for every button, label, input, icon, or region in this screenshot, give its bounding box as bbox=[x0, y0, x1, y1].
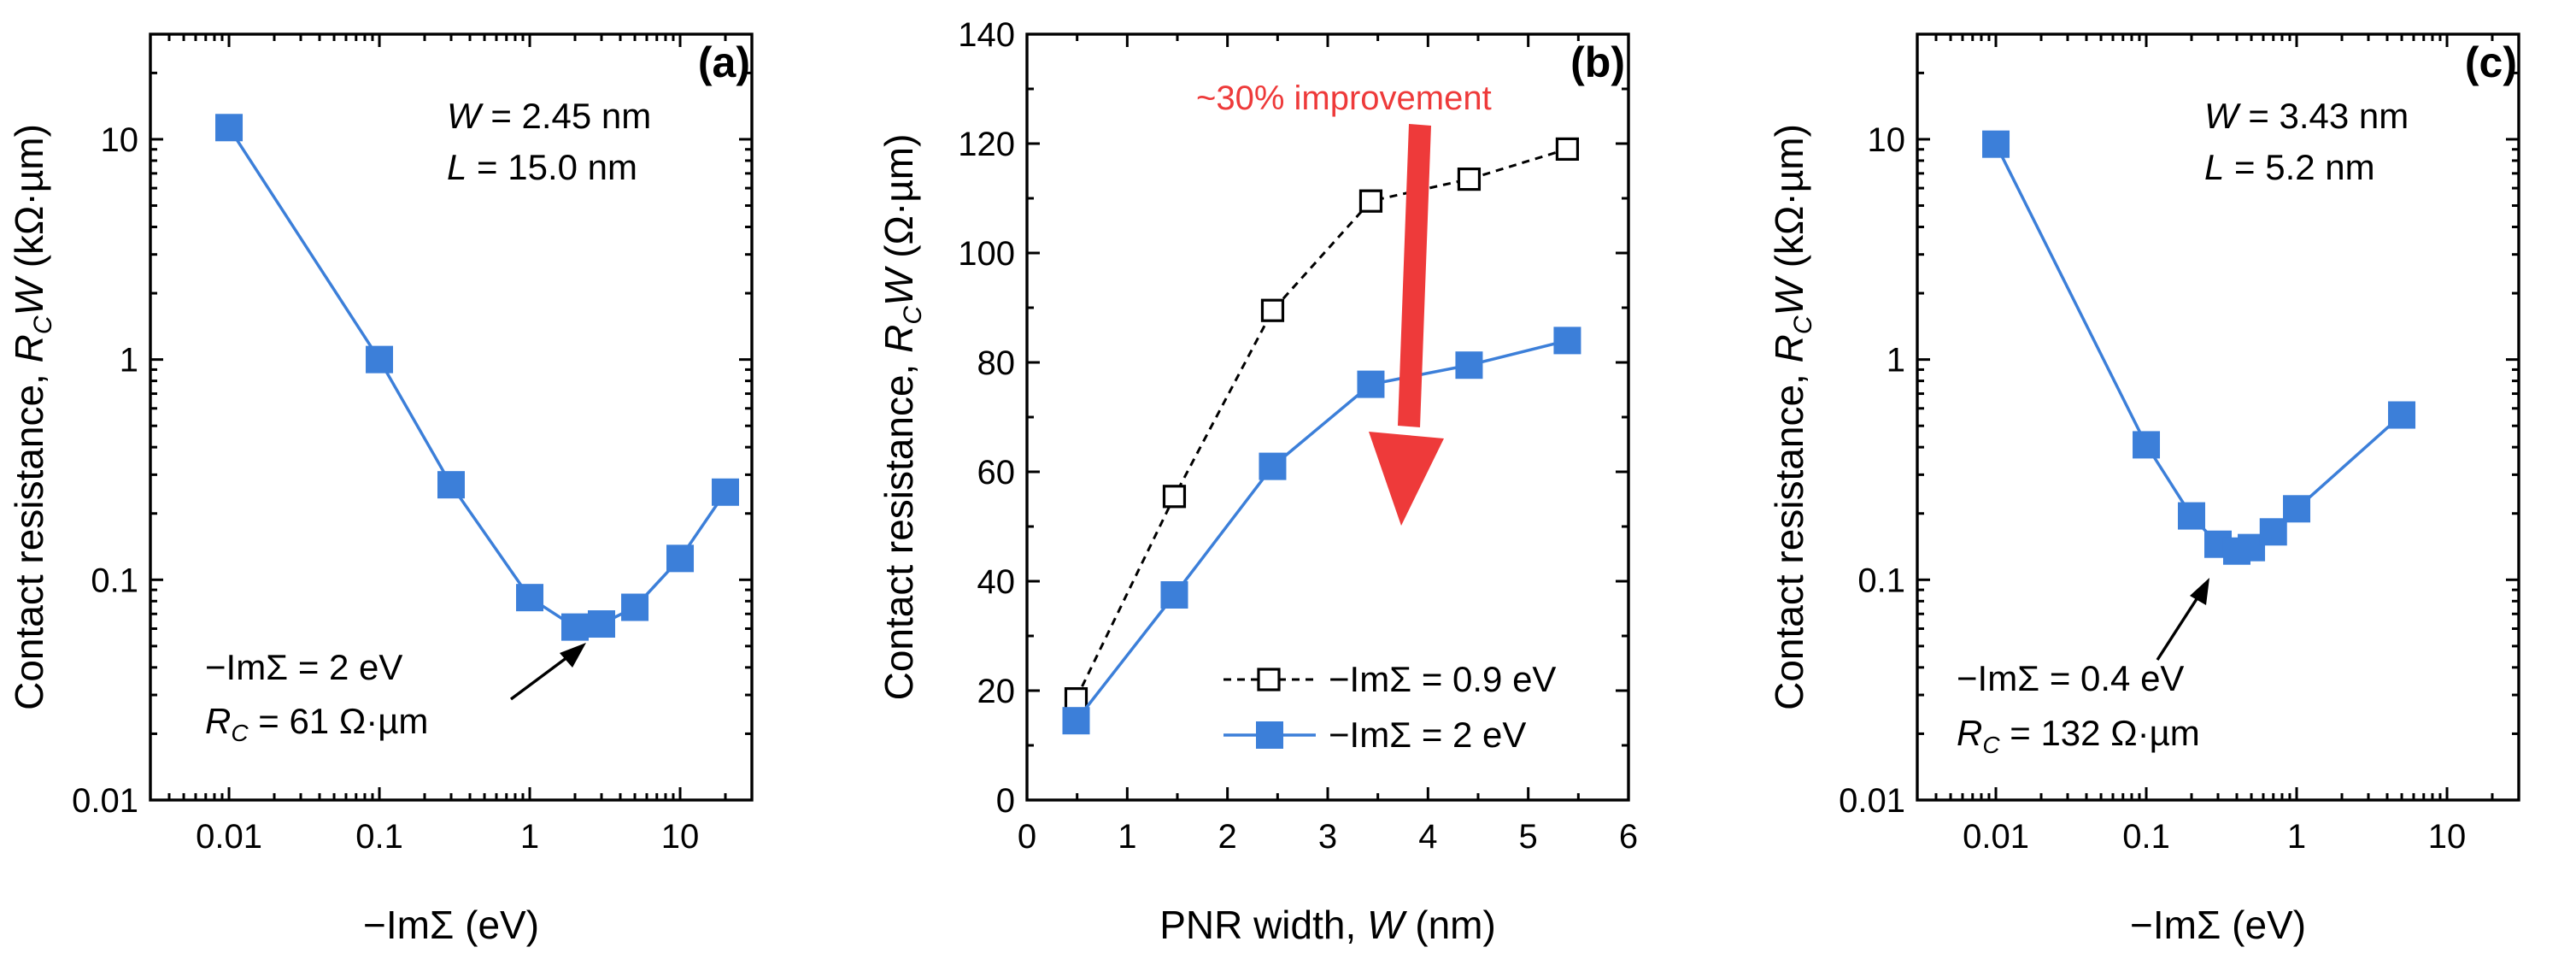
x-tick-label-c: 0.01 bbox=[1963, 818, 2029, 856]
y-axis-label-c: Contact resistance, RCW (kΩ·µm) bbox=[1767, 124, 1817, 710]
series-line-b-1 bbox=[1075, 338, 1568, 722]
data-point-b-0-2 bbox=[1260, 298, 1285, 322]
x-tick-label-b: 6 bbox=[1619, 818, 1638, 856]
x-tick-label-b: 3 bbox=[1318, 818, 1337, 856]
y-tick-label-c: 0.01 bbox=[1839, 782, 1905, 820]
legend-marker-2ev bbox=[1256, 721, 1283, 749]
y-tick-label-b: 120 bbox=[958, 126, 1015, 163]
data-point-b-0-4 bbox=[1457, 168, 1482, 191]
data-point-b-1-5 bbox=[1553, 327, 1581, 355]
x-tick-label-c: 0.1 bbox=[2122, 818, 2170, 856]
panel-a: 0.01 0.1 1 10 0.01 0.1 1 10 (a) W = 2.45 nm L =… bbox=[7, 32, 754, 947]
data-point-a-0-6 bbox=[621, 593, 649, 621]
annotation-min-im-a: −ImΣ = 2 eV bbox=[205, 647, 402, 687]
y-tick-label-a: 0.1 bbox=[91, 562, 138, 599]
data-point-a-0-7 bbox=[666, 544, 695, 573]
x-tick-label-c: 10 bbox=[2428, 818, 2467, 856]
legend-b: −ImΣ = 0.9 eV −ImΣ = 2 eV bbox=[1223, 659, 1556, 755]
y-tick-label-b: 20 bbox=[977, 673, 1016, 710]
data-point-c-0-2 bbox=[2178, 502, 2206, 530]
annotation-min-rc-a: RC = 61 Ω·µm bbox=[205, 701, 428, 746]
data-point-a-0-4 bbox=[561, 613, 590, 641]
panel-label-b: (b) bbox=[1570, 38, 1625, 86]
panel-label-a: (a) bbox=[698, 38, 750, 86]
data-point-c-0-0 bbox=[1982, 130, 2010, 158]
y-tick-label-b: 60 bbox=[977, 454, 1016, 491]
improvement-arrow-head bbox=[1369, 432, 1444, 526]
annotation-arrowhead-c bbox=[2190, 578, 2209, 605]
series-line-b-0 bbox=[1075, 147, 1568, 700]
data-point-a-0-8 bbox=[712, 478, 740, 506]
x-tick-label-b: 4 bbox=[1418, 818, 1437, 856]
improvement-arrow-shaft bbox=[1398, 124, 1431, 427]
x-axis-label-a: −ImΣ (eV) bbox=[363, 903, 539, 947]
data-point-a-0-3 bbox=[516, 584, 544, 612]
x-tick-label-b: 0 bbox=[1018, 818, 1036, 856]
data-point-a-0-5 bbox=[588, 610, 615, 638]
annotation-min-im-c: −ImΣ = 0.4 eV bbox=[1957, 658, 2184, 698]
data-point-b-0-5 bbox=[1555, 137, 1580, 161]
data-point-c-0-7 bbox=[2283, 495, 2311, 523]
y-tick-label-a: 10 bbox=[101, 121, 139, 159]
data-point-b-1-4 bbox=[1455, 351, 1483, 380]
data-point-a-0-2 bbox=[437, 471, 465, 499]
info-width-a: W = 2.45 nm bbox=[447, 96, 651, 136]
annotation-arrow-c bbox=[2156, 589, 2204, 661]
improvement-label: ~30% improvement bbox=[1196, 79, 1492, 117]
data-point-a-0-0 bbox=[215, 114, 244, 142]
data-point-b-1-0 bbox=[1062, 707, 1090, 735]
data-point-b-1-1 bbox=[1160, 581, 1188, 609]
info-width-c: W = 3.43 nm bbox=[2204, 96, 2409, 136]
x-tick-label-c: 1 bbox=[2287, 818, 2306, 856]
x-tick-label-a: 1 bbox=[520, 818, 539, 856]
y-tick-label-c: 1 bbox=[1887, 342, 1905, 380]
x-axis-label-c: −ImΣ (eV) bbox=[2130, 903, 2306, 947]
x-tick-label-a: 10 bbox=[661, 818, 700, 856]
y-tick-label-b: 80 bbox=[977, 344, 1016, 382]
y-tick-label-a: 0.01 bbox=[72, 782, 138, 820]
y-tick-label-b: 40 bbox=[977, 563, 1016, 601]
y-axis-label-a: Contact resistance, RCW (kΩ·µm) bbox=[7, 124, 57, 710]
data-point-b-0-1 bbox=[1162, 485, 1187, 509]
panel-c: 0.01 0.1 1 10 0.01 0.1 1 10 (c) W = 3.43 nm L =… bbox=[1767, 32, 2520, 947]
x-tick-label-b: 2 bbox=[1218, 818, 1237, 856]
improvement-arrow bbox=[1369, 124, 1444, 526]
x-tick-label-b: 5 bbox=[1519, 818, 1538, 856]
y-axis-label-b: Contact resistance, RCW (Ω·µm) bbox=[877, 134, 927, 701]
annotation-arrowhead-a bbox=[560, 643, 586, 668]
y-tick-label-c: 10 bbox=[1868, 121, 1906, 159]
y-tick-label-b: 140 bbox=[958, 16, 1015, 54]
x-tick-label-a: 0.01 bbox=[196, 818, 262, 856]
y-tick-label-a: 1 bbox=[120, 342, 138, 380]
y-tick-label-c: 0.1 bbox=[1857, 562, 1905, 599]
data-point-b-0-3 bbox=[1358, 189, 1383, 213]
data-point-b-1-2 bbox=[1259, 452, 1287, 480]
annotation-min-rc-c: RC = 132 Ω·µm bbox=[1957, 713, 2200, 758]
data-point-c-0-1 bbox=[2133, 431, 2161, 459]
data-point-b-1-3 bbox=[1357, 370, 1385, 398]
info-length-a: L = 15.0 nm bbox=[447, 147, 637, 187]
data-point-a-0-1 bbox=[366, 345, 394, 374]
data-point-c-0-6 bbox=[2259, 518, 2287, 546]
legend-label-2ev: −ImΣ = 2 eV bbox=[1329, 715, 1526, 755]
panel-label-c: (c) bbox=[2465, 38, 2517, 86]
y-tick-label-b: 100 bbox=[958, 235, 1015, 273]
legend-marker-0-9ev bbox=[1257, 668, 1281, 691]
x-tick-label-b: 1 bbox=[1118, 818, 1136, 856]
info-length-c: L = 5.2 nm bbox=[2204, 147, 2375, 187]
data-point-b-0-0 bbox=[1064, 686, 1088, 711]
y-tick-label-b: 0 bbox=[996, 782, 1015, 820]
legend-label-0-9ev: −ImΣ = 0.9 eV bbox=[1329, 659, 1556, 699]
data-point-c-0-8 bbox=[2388, 401, 2416, 429]
x-axis-label-b: PNR width, W (nm) bbox=[1159, 903, 1496, 947]
x-tick-label-a: 0.1 bbox=[355, 818, 403, 856]
